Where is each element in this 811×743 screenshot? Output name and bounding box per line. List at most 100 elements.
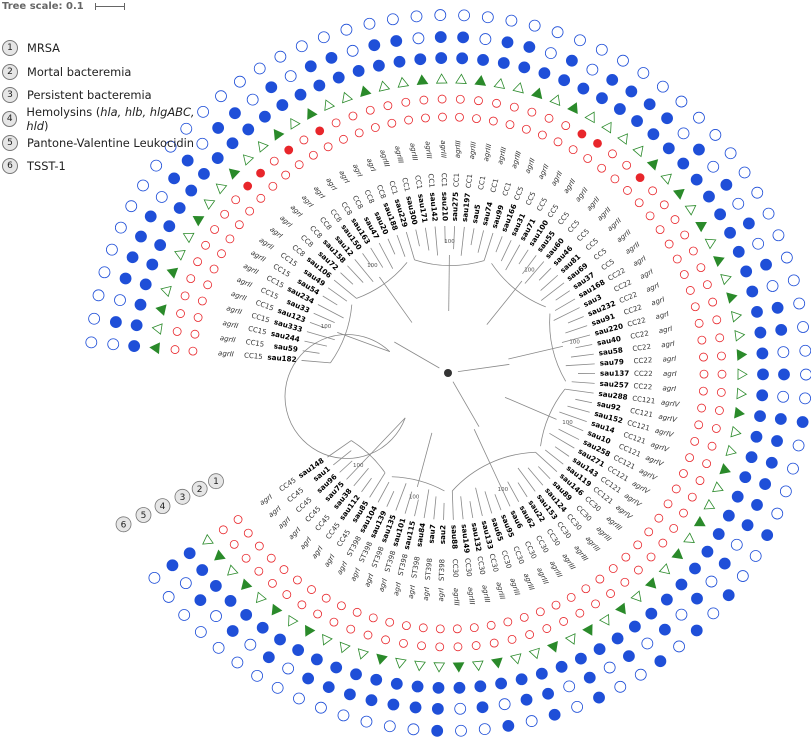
persistent-bacteremia-marker <box>713 482 723 492</box>
agr-type-label: agrII <box>230 290 248 303</box>
clonal-complex-label: CC8 <box>351 194 365 210</box>
mortal-bacteremia-marker <box>314 610 322 618</box>
agr-type-label: agrII <box>574 186 590 203</box>
pvl-marker <box>285 71 296 82</box>
hemolysin-marker <box>454 682 465 693</box>
mortal-bacteremia-marker <box>177 310 185 318</box>
leaf-branch <box>555 447 569 457</box>
clonal-complex-label: CC15 <box>244 352 263 362</box>
tsst1-marker <box>456 725 467 736</box>
mrsa-marker <box>191 330 199 338</box>
legend-number: 2 <box>2 64 18 80</box>
hemolysin-marker <box>155 240 166 251</box>
persistent-bacteremia-marker <box>167 268 177 278</box>
pvl-marker <box>195 595 206 606</box>
tsst1-marker <box>315 702 326 713</box>
tsst1-marker <box>780 486 791 497</box>
leaf-branch <box>568 316 584 323</box>
persistent-bacteremia-marker <box>256 592 266 602</box>
isolate-label: sau182 <box>267 353 297 364</box>
mortal-bacteremia-marker <box>298 601 306 609</box>
mrsa-marker <box>598 164 606 172</box>
persistent-bacteremia-marker <box>437 74 447 83</box>
mrsa-marker <box>622 553 630 561</box>
leaf-branch <box>501 240 511 261</box>
agr-type-label: agrI <box>661 340 676 350</box>
tsst1-marker <box>215 91 226 102</box>
leaf-branch <box>518 483 527 497</box>
leaf-branch <box>396 483 406 510</box>
agr-type-label: agrI <box>310 545 325 561</box>
leaf-branch <box>556 291 570 301</box>
pvl-marker <box>678 128 689 139</box>
legend-number: 4 <box>2 111 17 127</box>
persistent-bacteremia-marker <box>272 604 281 614</box>
mortal-bacteremia-marker <box>332 119 340 127</box>
pvl-marker <box>566 55 577 66</box>
persistent-bacteremia-marker <box>361 86 371 96</box>
mrsa-marker <box>645 528 653 536</box>
pvl-marker <box>388 699 399 710</box>
bootstrap-label: 100 <box>524 268 535 274</box>
tsst1-marker <box>126 201 137 212</box>
agr-type-label: agrII <box>236 276 254 290</box>
persistent-bacteremia-marker <box>156 305 166 315</box>
persistent-bacteremia-marker <box>216 184 226 194</box>
hemolysin-marker <box>277 100 288 111</box>
agr-type-label: agrIII <box>535 566 550 586</box>
persistent-bacteremia-marker <box>704 500 714 509</box>
mortal-bacteremia-marker <box>621 578 629 586</box>
agr-type-label: agrII <box>524 157 537 175</box>
pvl-marker <box>120 273 131 284</box>
hemolysin-marker <box>632 116 643 127</box>
agr-type-label: agrII <box>225 304 242 316</box>
tree-scale-label: Tree scale: 0.1 <box>2 1 84 12</box>
persistent-bacteremia-marker <box>532 88 542 98</box>
mortal-bacteremia-marker <box>670 524 678 532</box>
tsst1-marker <box>479 724 490 735</box>
leaf-branch <box>495 494 501 510</box>
tsst1-marker <box>725 148 736 159</box>
persistent-bacteremia-marker <box>695 517 705 526</box>
tsst1-marker <box>506 15 517 26</box>
pvl-marker <box>778 347 789 358</box>
agr-type-label: agrII <box>249 249 267 264</box>
persistent-bacteremia-marker <box>672 549 682 559</box>
tsst1-marker <box>772 508 783 519</box>
persistent-bacteremia-marker <box>731 312 741 322</box>
pvl-marker <box>564 681 575 692</box>
mrsa-marker <box>386 618 394 626</box>
persistent-bacteremia-marker <box>616 603 626 613</box>
mrsa-marker <box>584 154 592 162</box>
agr-type-label: agrII <box>550 170 565 188</box>
mortal-bacteremia-marker <box>349 112 357 120</box>
mortal-bacteremia-marker <box>659 539 667 547</box>
mortal-bacteremia-marker <box>708 442 716 450</box>
agr-type-label: agrI <box>300 194 315 210</box>
tsst1-marker <box>763 208 774 219</box>
mortal-bacteremia-marker <box>713 316 721 324</box>
bootstrap-label: 100 <box>569 340 580 346</box>
mrsa-marker <box>680 271 688 279</box>
mortal-bacteremia-marker <box>456 95 464 103</box>
mrsa-marker <box>226 235 234 243</box>
pvl-marker <box>458 32 469 43</box>
pvl-marker <box>477 702 488 713</box>
mrsa-marker <box>246 207 254 215</box>
mortal-bacteremia-marker <box>187 275 195 283</box>
mortal-bacteremia-marker <box>493 99 501 107</box>
persistent-bacteremia-marker <box>417 75 427 84</box>
persistent-bacteremia-marker <box>203 535 213 544</box>
leaf-branch <box>406 232 414 260</box>
agr-type-label: agrI <box>289 203 304 218</box>
tsst1-marker <box>797 417 808 428</box>
leaf-branch <box>545 450 563 464</box>
agr-type-label: agrI <box>422 587 431 601</box>
mrsa-marker <box>339 135 347 143</box>
agr-type-label: agrII <box>537 163 551 181</box>
mortal-bacteremia-marker <box>709 298 717 306</box>
tsst1-marker <box>93 290 104 301</box>
hemolysin-marker <box>129 341 140 352</box>
leaf-branch <box>470 501 473 518</box>
